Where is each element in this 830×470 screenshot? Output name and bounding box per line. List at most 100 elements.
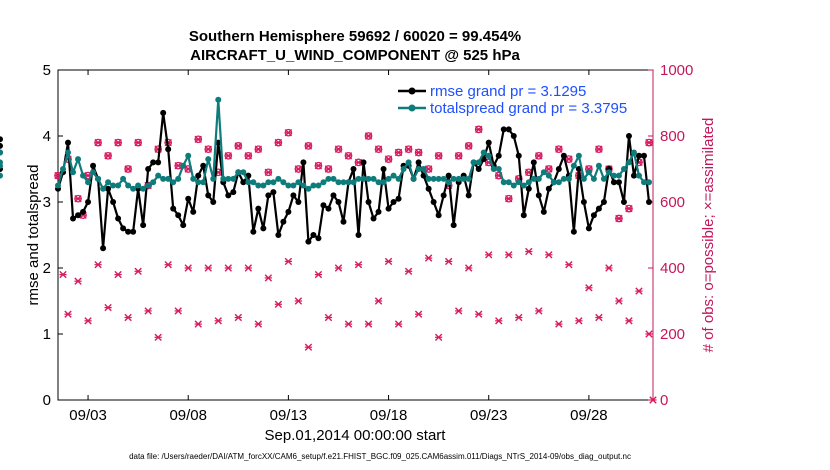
obs-assimilated-marker (304, 343, 313, 351)
rmse-point (375, 208, 382, 215)
obs-assimilated-marker (264, 274, 273, 282)
totalspread-point (395, 175, 402, 182)
rmse-point (640, 152, 647, 159)
totalspread-point (440, 175, 447, 182)
x-tick-label: 09/18 (370, 407, 408, 424)
y2-tick-label: 0 (660, 392, 668, 409)
y-axis: 0 1 2 3 4 5 (43, 62, 63, 409)
totalspread-point (75, 156, 82, 163)
obs-assimilated-marker (505, 251, 513, 259)
rmse-point (340, 218, 347, 225)
totalspread-point (185, 152, 192, 159)
totalspread-point (160, 175, 167, 182)
rmse-point (625, 133, 632, 139)
totalspread-point (615, 172, 622, 179)
totalspread-point (545, 172, 552, 179)
y-tick-label: 0 (43, 392, 51, 409)
rmse-point (145, 166, 152, 172)
obs-assimilated-marker (234, 313, 242, 322)
totalspread-point (120, 175, 127, 182)
x-tick-label: 09/03 (69, 407, 107, 424)
y2-axis-label: # of obs: o=possible; ×=assimilated (700, 118, 717, 353)
obs-assimilated-marker (104, 303, 112, 312)
rmse-point (325, 205, 332, 212)
rmse-point (270, 189, 277, 196)
y-tick-label: 4 (43, 128, 51, 145)
rmse-point (80, 208, 87, 215)
plot-area (57, 69, 654, 401)
legend-rmse-marker (408, 87, 416, 95)
totalspread-point (640, 179, 647, 186)
obs-assimilated-marker (535, 152, 543, 160)
totalspread-point (350, 179, 357, 186)
rmse-point (255, 205, 262, 212)
obs-assimilated-marker (304, 142, 313, 150)
totalspread-point (300, 182, 307, 189)
rmse-point (190, 208, 197, 215)
rmse-point (465, 192, 472, 199)
totalspread-point (115, 182, 122, 189)
rmse-point (115, 215, 122, 222)
rmse-point (390, 199, 397, 205)
obs-assimilated-marker (625, 317, 633, 325)
obs-assimilated-marker (164, 261, 172, 269)
y-tick-label: 1 (43, 326, 51, 343)
totalspread-point (305, 185, 312, 192)
totalspread-point (340, 179, 347, 186)
obs-assimilated-marker (615, 214, 623, 223)
totalspread-point (155, 172, 162, 179)
obs-assimilated-marker (645, 330, 653, 338)
totalspread-point (520, 182, 527, 189)
obs-assimilated-marker (334, 264, 343, 272)
x-tick-label: 09/28 (570, 407, 608, 424)
y2-tick-label: 800 (660, 128, 685, 145)
obs-assimilated-marker (444, 257, 453, 266)
y-tick-label: 2 (43, 260, 51, 277)
obs-assimilated-marker (404, 145, 413, 153)
totalspread-point (205, 156, 212, 163)
rmse-point (350, 166, 357, 172)
totalspread-point (405, 159, 412, 166)
totalspread-point (535, 175, 542, 182)
totalspread-point (380, 179, 387, 186)
obs-assimilated-marker (505, 195, 513, 203)
totalspread-point (480, 149, 487, 156)
rmse-point (105, 185, 112, 192)
rmse-point (205, 192, 212, 199)
totalspread-point (400, 166, 407, 172)
rmse-point (505, 126, 512, 133)
totalspread-point (0, 172, 3, 179)
totalspread-point (65, 149, 72, 156)
obs-assimilated-marker (434, 333, 443, 341)
totalspread-point (605, 169, 612, 176)
obs-assimilated-marker (324, 165, 333, 173)
rmse-point (165, 146, 172, 153)
totalspread-point (200, 179, 207, 186)
obs-assimilated-marker (454, 152, 463, 160)
obs-assimilated-marker (404, 267, 413, 275)
totalspread-point (580, 175, 587, 182)
rmse-point (645, 199, 652, 205)
totalspread-point (325, 175, 332, 182)
rmse-point (435, 212, 442, 219)
rmse-point (615, 179, 622, 186)
totalspread-point (500, 179, 507, 186)
obs-assimilated-marker (575, 317, 583, 325)
totalspread-point (555, 179, 562, 186)
x-tick-label: 09/08 (169, 407, 207, 424)
obs-assimilated-marker (294, 165, 303, 173)
totalspread-point (585, 169, 592, 176)
totalspread-point (355, 175, 362, 182)
rmse-point (475, 166, 482, 172)
obs-assimilated-marker (314, 162, 323, 170)
rmse-point (250, 228, 257, 235)
obs-assimilated-marker (635, 287, 643, 295)
totalspread-point (235, 169, 242, 176)
obs-assimilated-marker (244, 152, 253, 160)
obs-assimilated-marker (114, 270, 122, 279)
totalspread-point (230, 175, 237, 182)
rmse-point (535, 192, 542, 199)
rmse-point (360, 159, 367, 166)
obs-assimilated-marker (64, 310, 72, 318)
rmse-point (570, 228, 577, 235)
